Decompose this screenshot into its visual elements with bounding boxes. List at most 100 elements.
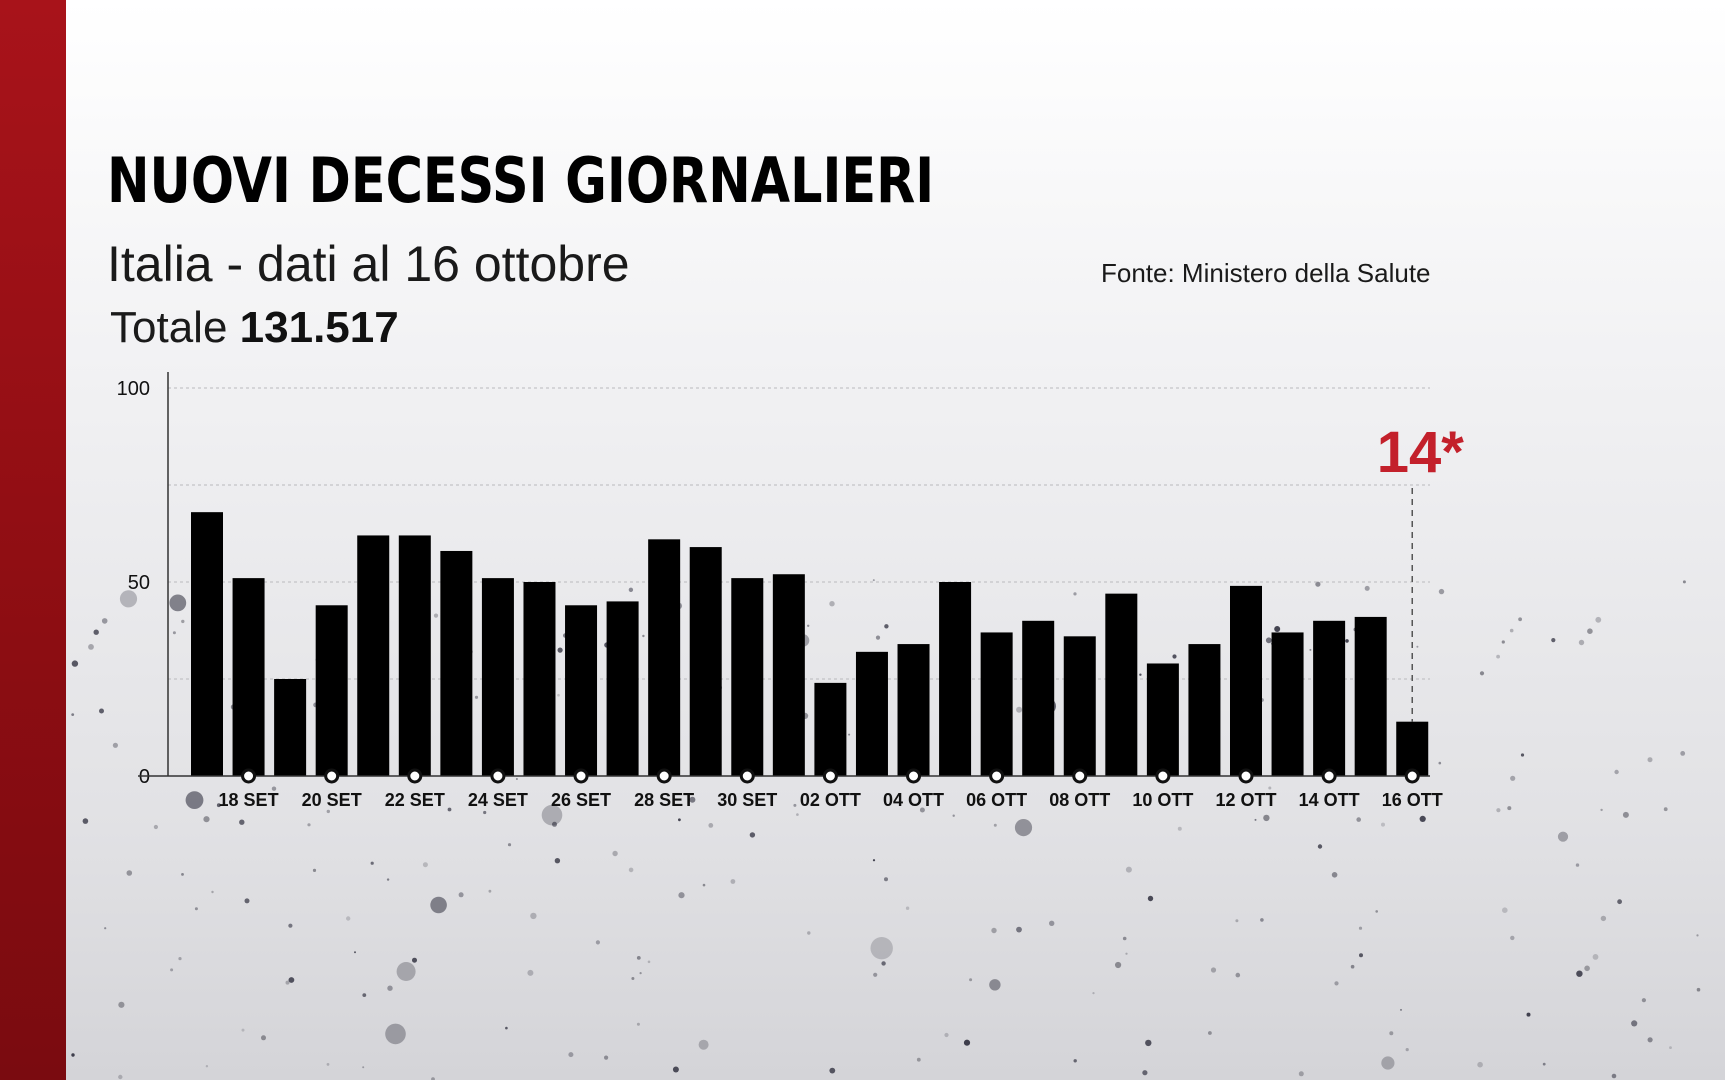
particle: [203, 816, 210, 823]
bar: [897, 644, 930, 776]
particle: [1073, 592, 1077, 596]
particle: [1496, 654, 1500, 659]
particle: [1049, 920, 1055, 926]
particle: [1438, 588, 1445, 595]
particle: [1477, 1061, 1483, 1068]
particle: [1438, 761, 1442, 765]
particle: [194, 907, 198, 911]
particle: [905, 906, 910, 910]
brand-side-bar: [0, 0, 66, 1080]
particle: [1073, 1059, 1077, 1063]
particle: [71, 1053, 75, 1057]
total-value: 131.517: [239, 303, 399, 352]
particle: [99, 708, 104, 714]
particle: [872, 859, 876, 862]
particle: [672, 1066, 679, 1073]
bar: [939, 582, 972, 776]
particle: [875, 635, 881, 640]
x-tick-label: 10 OTT: [1132, 790, 1193, 810]
particle: [1125, 952, 1128, 955]
particle: [170, 968, 174, 972]
particle: [1510, 935, 1515, 941]
particle: [1600, 808, 1603, 812]
x-axis: 18 SET 20 SET 22 SET 24 SET 26 SET 28 SET 30 S…: [138, 768, 1443, 810]
particle: [1210, 967, 1217, 973]
bar: [1022, 620, 1055, 776]
particle: [595, 940, 601, 945]
bar: [1105, 593, 1138, 776]
particle: [431, 1077, 435, 1080]
bar: [232, 578, 265, 776]
x-tick-label: 02 OTT: [800, 790, 861, 810]
particle: [647, 960, 651, 964]
particle: [1092, 992, 1095, 995]
particle: [1479, 671, 1485, 676]
particle: [952, 814, 955, 817]
particle: [82, 818, 89, 824]
x-tick-marker: [906, 768, 922, 784]
data-source: Fonte: Ministero della Salute: [1101, 258, 1431, 288]
particle: [1263, 814, 1270, 822]
particle: [239, 819, 245, 825]
x-tick-marker: [1321, 768, 1337, 784]
particle: [185, 791, 204, 809]
y-axis: 0 50 100: [117, 372, 169, 788]
particle: [698, 1039, 709, 1050]
particle: [916, 1057, 921, 1062]
bar: [191, 512, 223, 776]
particle: [354, 951, 356, 954]
particle: [1578, 639, 1585, 646]
particle: [433, 613, 439, 618]
bar: [1396, 721, 1429, 776]
particle: [430, 896, 447, 914]
bar: [814, 682, 847, 776]
bar: [1271, 632, 1304, 776]
particle: [557, 647, 563, 653]
x-tick-label: 16 OTT: [1382, 790, 1443, 810]
particle: [396, 962, 416, 981]
particle: [216, 803, 221, 808]
particle: [1682, 580, 1686, 584]
particle: [1595, 616, 1602, 623]
chart-subtitle: Italia - dati al 16 ottobre: [107, 236, 630, 292]
x-tick-label: 18 SET: [219, 790, 279, 810]
particle: [1501, 640, 1505, 644]
particle: [969, 978, 973, 982]
particle: [1419, 815, 1426, 823]
x-tick-marker: [1404, 768, 1420, 784]
x-tick-label: 12 OTT: [1215, 790, 1276, 810]
bar: [855, 651, 888, 776]
particle: [1334, 981, 1339, 986]
particle: [1587, 628, 1593, 634]
particle: [326, 1063, 330, 1066]
particle: [1235, 972, 1241, 978]
particle: [288, 977, 295, 983]
particle: [88, 644, 94, 650]
particle: [1576, 970, 1583, 977]
particle: [271, 786, 277, 791]
particle: [993, 823, 997, 827]
chart-bars: [191, 512, 1429, 776]
particle: [1381, 822, 1385, 827]
particle: [884, 624, 889, 629]
x-tick-marker: [656, 768, 672, 784]
particle: [1542, 1062, 1546, 1066]
particle: [730, 879, 736, 884]
bar: [481, 578, 514, 776]
particle: [944, 1032, 949, 1038]
particle: [505, 1026, 508, 1030]
particle: [1592, 954, 1599, 960]
x-tick-marker: [989, 768, 1005, 784]
particle: [796, 813, 799, 816]
particle: [1631, 1020, 1638, 1027]
bar: [398, 535, 431, 776]
x-tick-marker: [573, 768, 589, 784]
particle: [1641, 998, 1646, 1003]
particle: [991, 927, 997, 934]
particle: [412, 957, 417, 963]
particle: [387, 985, 393, 991]
particle: [362, 1066, 365, 1069]
particle: [1298, 1071, 1304, 1077]
particle: [483, 810, 487, 815]
particle: [118, 1074, 123, 1080]
